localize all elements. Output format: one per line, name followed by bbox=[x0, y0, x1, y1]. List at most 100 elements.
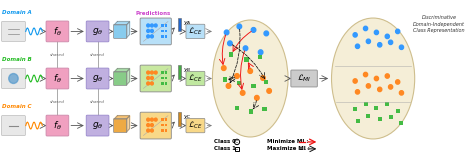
FancyBboxPatch shape bbox=[114, 24, 127, 38]
FancyBboxPatch shape bbox=[140, 112, 171, 139]
Text: shared: shared bbox=[50, 100, 65, 104]
FancyBboxPatch shape bbox=[237, 81, 241, 85]
FancyBboxPatch shape bbox=[178, 18, 181, 31]
Circle shape bbox=[255, 95, 259, 100]
Circle shape bbox=[224, 30, 229, 35]
FancyBboxPatch shape bbox=[366, 114, 370, 118]
Circle shape bbox=[378, 87, 382, 92]
Circle shape bbox=[155, 71, 157, 74]
FancyBboxPatch shape bbox=[235, 106, 239, 110]
FancyBboxPatch shape bbox=[161, 35, 164, 38]
Text: $\mathcal{L}_{CE}$: $\mathcal{L}_{CE}$ bbox=[188, 120, 203, 131]
Circle shape bbox=[147, 129, 150, 132]
FancyBboxPatch shape bbox=[161, 30, 164, 32]
FancyBboxPatch shape bbox=[249, 109, 253, 114]
Circle shape bbox=[396, 80, 400, 84]
FancyBboxPatch shape bbox=[1, 22, 25, 41]
FancyBboxPatch shape bbox=[86, 115, 109, 136]
Text: shared: shared bbox=[90, 53, 105, 57]
Ellipse shape bbox=[212, 20, 288, 137]
FancyBboxPatch shape bbox=[165, 118, 167, 121]
Circle shape bbox=[147, 76, 150, 79]
Text: Discriminative
Domain-Independent
Class Representation: Discriminative Domain-Independent Class … bbox=[413, 15, 465, 33]
Circle shape bbox=[151, 124, 154, 127]
FancyBboxPatch shape bbox=[114, 119, 127, 133]
Text: $\mathcal{L}_{MI}$: $\mathcal{L}_{MI}$ bbox=[297, 73, 311, 84]
FancyBboxPatch shape bbox=[161, 24, 164, 27]
Circle shape bbox=[378, 43, 382, 47]
Circle shape bbox=[151, 118, 154, 121]
Circle shape bbox=[356, 44, 360, 49]
Text: Domain A: Domain A bbox=[1, 10, 31, 15]
Circle shape bbox=[364, 26, 368, 31]
Polygon shape bbox=[114, 116, 130, 119]
Circle shape bbox=[258, 50, 263, 55]
Circle shape bbox=[385, 74, 389, 78]
FancyBboxPatch shape bbox=[385, 102, 389, 106]
Circle shape bbox=[147, 35, 150, 38]
FancyBboxPatch shape bbox=[396, 109, 400, 113]
FancyBboxPatch shape bbox=[251, 84, 255, 88]
Circle shape bbox=[396, 29, 400, 34]
FancyBboxPatch shape bbox=[223, 77, 228, 82]
Text: shared: shared bbox=[50, 53, 65, 57]
FancyBboxPatch shape bbox=[46, 115, 69, 136]
FancyBboxPatch shape bbox=[374, 106, 378, 110]
Circle shape bbox=[389, 85, 392, 89]
FancyBboxPatch shape bbox=[165, 124, 167, 126]
FancyBboxPatch shape bbox=[161, 82, 164, 85]
FancyBboxPatch shape bbox=[178, 65, 181, 78]
FancyBboxPatch shape bbox=[46, 68, 69, 89]
Text: Domain B: Domain B bbox=[1, 57, 31, 62]
FancyBboxPatch shape bbox=[353, 107, 357, 111]
Circle shape bbox=[235, 74, 239, 78]
Text: shared: shared bbox=[90, 100, 105, 104]
Circle shape bbox=[9, 73, 18, 84]
FancyBboxPatch shape bbox=[140, 18, 171, 45]
Circle shape bbox=[151, 129, 154, 132]
Circle shape bbox=[261, 76, 265, 80]
Circle shape bbox=[147, 124, 150, 127]
Text: Class 1:: Class 1: bbox=[214, 146, 238, 151]
Circle shape bbox=[147, 82, 150, 85]
FancyBboxPatch shape bbox=[178, 112, 181, 126]
Circle shape bbox=[366, 84, 371, 88]
Text: $y_A$: $y_A$ bbox=[183, 19, 191, 27]
Text: $g_\theta$: $g_\theta$ bbox=[92, 120, 103, 131]
FancyBboxPatch shape bbox=[165, 77, 167, 79]
Circle shape bbox=[147, 24, 150, 27]
FancyBboxPatch shape bbox=[264, 80, 268, 84]
Circle shape bbox=[228, 41, 232, 46]
FancyBboxPatch shape bbox=[364, 102, 367, 106]
Ellipse shape bbox=[331, 18, 415, 139]
FancyBboxPatch shape bbox=[161, 124, 164, 126]
Text: $\mathcal{L}_{CE}$: $\mathcal{L}_{CE}$ bbox=[188, 73, 203, 84]
Circle shape bbox=[356, 90, 360, 94]
FancyBboxPatch shape bbox=[400, 121, 403, 125]
Polygon shape bbox=[127, 69, 130, 85]
Text: $g_\theta$: $g_\theta$ bbox=[92, 26, 103, 37]
Circle shape bbox=[389, 40, 392, 44]
FancyBboxPatch shape bbox=[291, 70, 318, 87]
Circle shape bbox=[147, 71, 150, 74]
Circle shape bbox=[353, 79, 357, 83]
Polygon shape bbox=[127, 22, 130, 38]
FancyBboxPatch shape bbox=[86, 68, 109, 89]
Circle shape bbox=[264, 31, 269, 36]
Circle shape bbox=[251, 28, 256, 32]
FancyBboxPatch shape bbox=[161, 77, 164, 79]
FancyBboxPatch shape bbox=[165, 30, 167, 32]
Circle shape bbox=[374, 76, 379, 81]
Circle shape bbox=[237, 24, 242, 29]
FancyBboxPatch shape bbox=[186, 24, 205, 39]
FancyBboxPatch shape bbox=[86, 21, 109, 42]
Circle shape bbox=[364, 72, 368, 77]
Circle shape bbox=[353, 33, 357, 37]
FancyBboxPatch shape bbox=[244, 57, 248, 62]
Text: Class 0:: Class 0: bbox=[214, 139, 238, 144]
FancyBboxPatch shape bbox=[356, 119, 359, 123]
FancyBboxPatch shape bbox=[114, 72, 127, 85]
Circle shape bbox=[400, 91, 403, 95]
Circle shape bbox=[147, 118, 150, 121]
Circle shape bbox=[151, 71, 154, 74]
